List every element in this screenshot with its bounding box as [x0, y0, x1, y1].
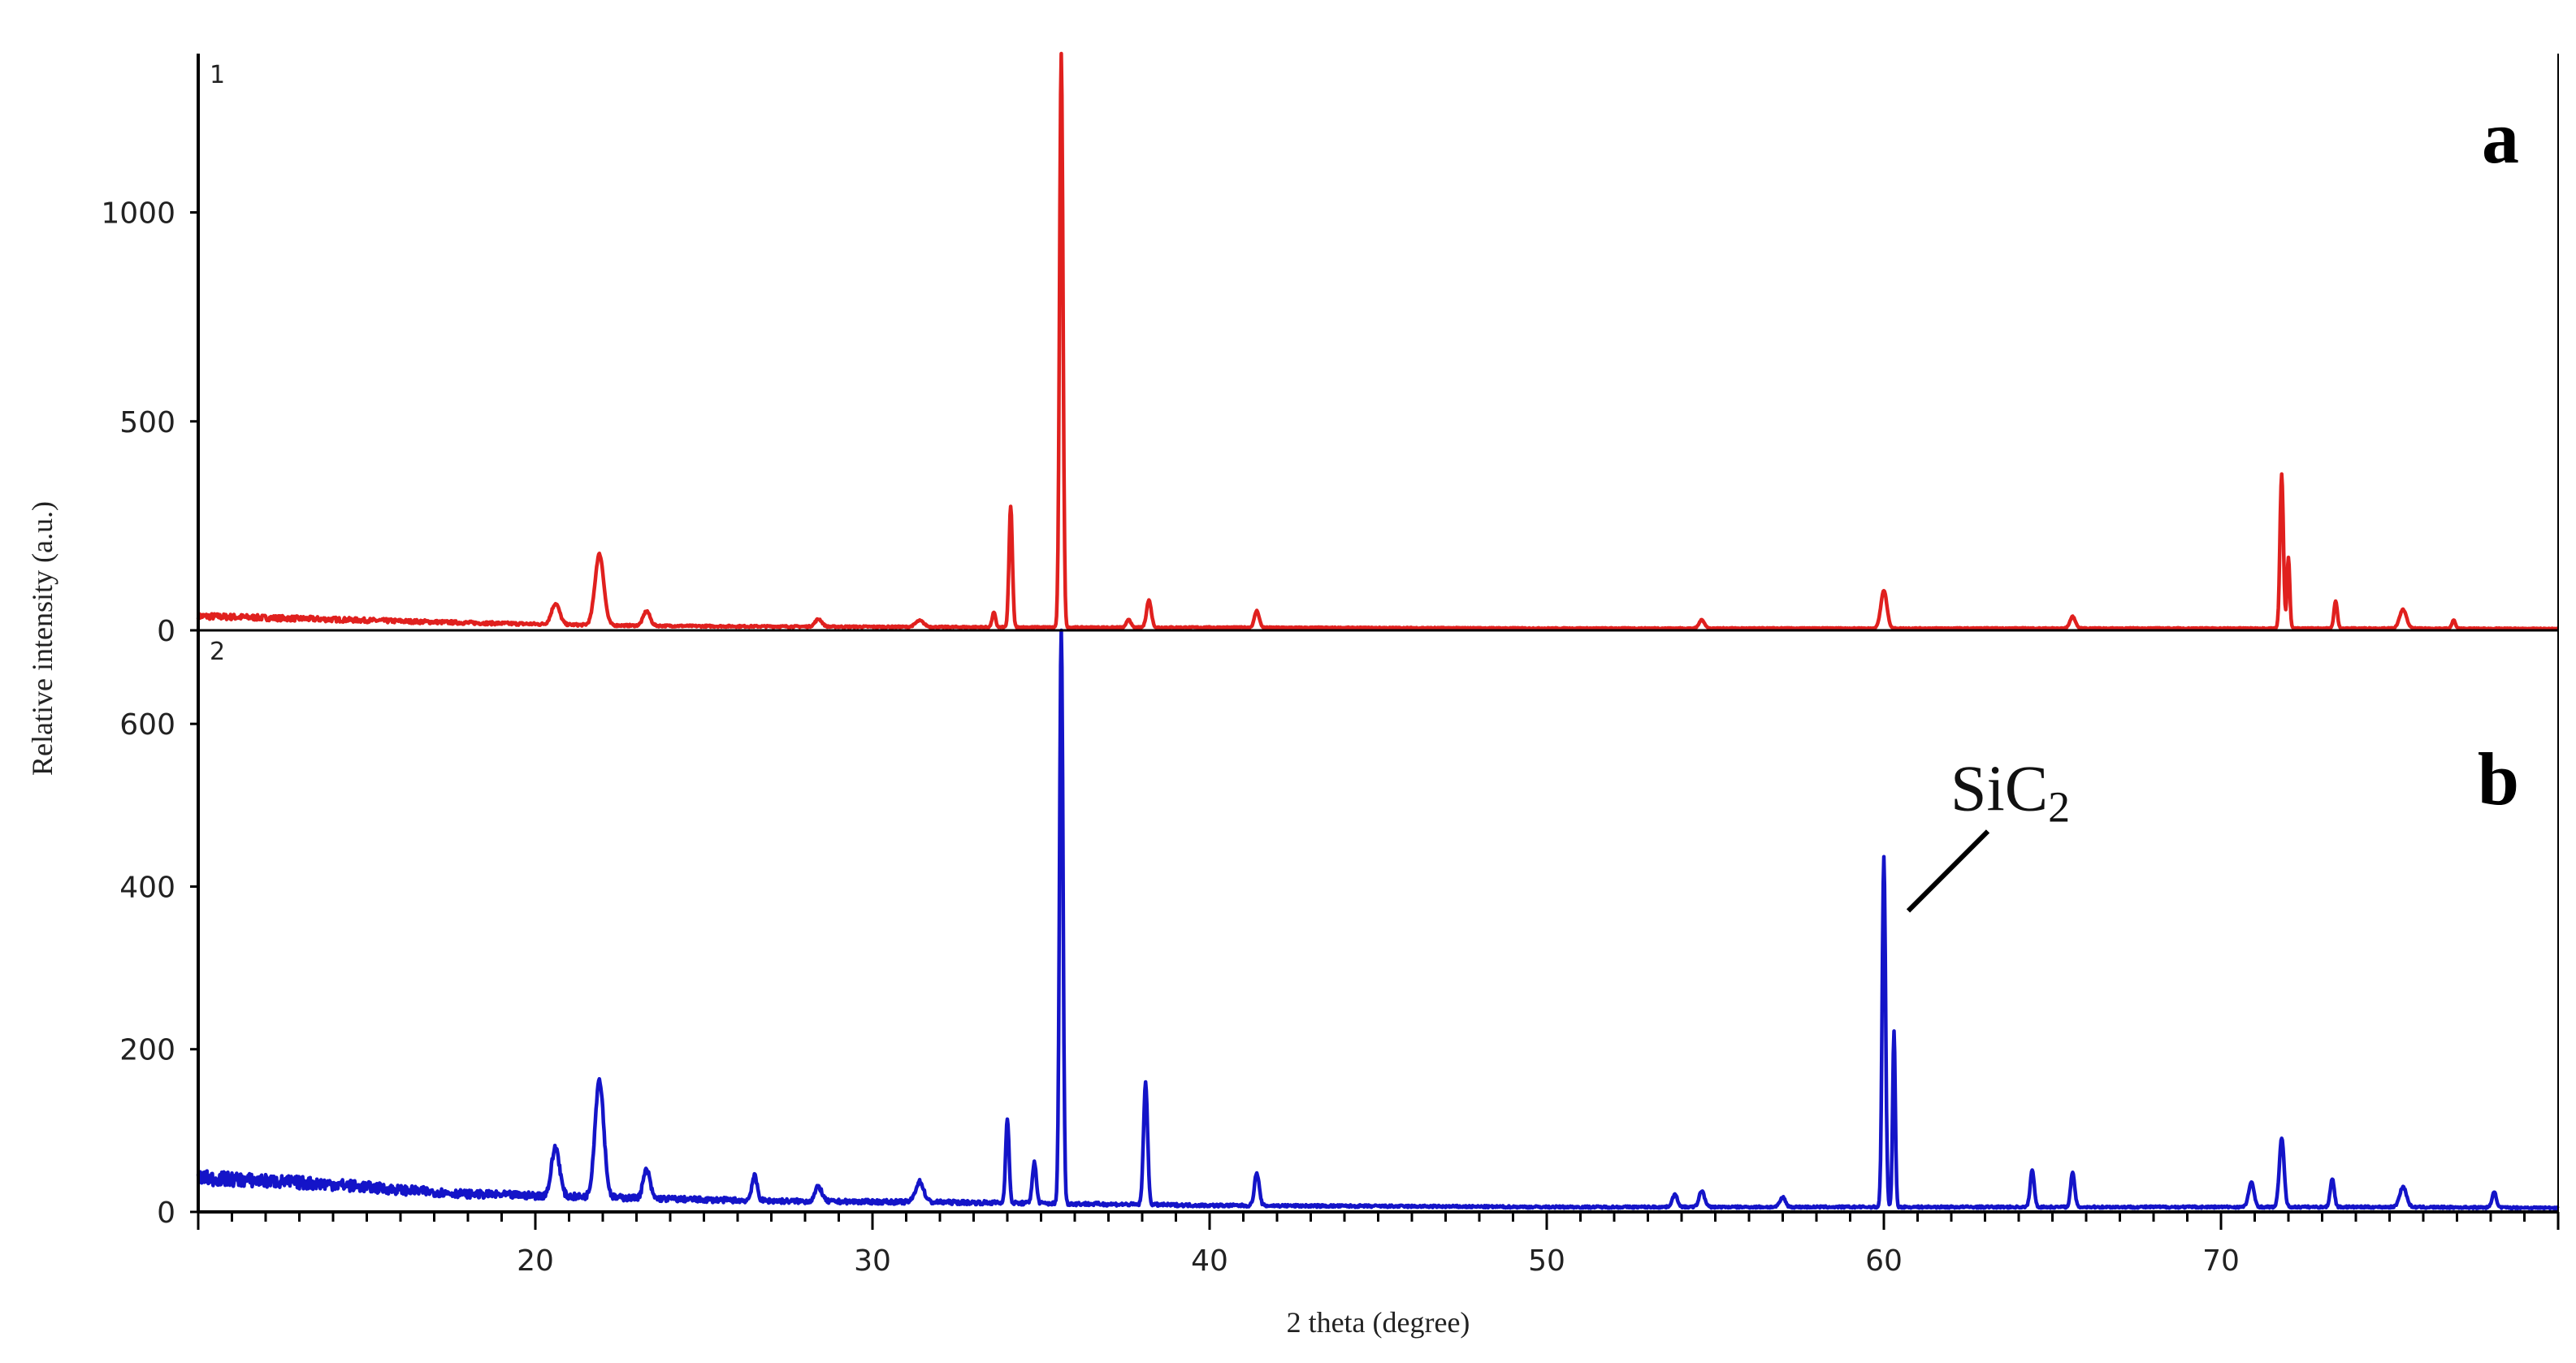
panel-b-number: 2 [210, 638, 225, 666]
panel-a-y-tick-label: 500 [119, 406, 175, 439]
panel-b-y-tick-label: 400 [119, 871, 175, 904]
panel-a-y-tick-label: 1000 [101, 197, 175, 231]
panel-a-xrd-line [196, 51, 2560, 631]
x-tick-label: 70 [2202, 1244, 2240, 1278]
sic2-annotation-leader [1906, 829, 1990, 913]
panel-b-y-tick-label: 600 [119, 708, 175, 742]
x-tick-label: 60 [1865, 1244, 1903, 1278]
x-tick-label: 50 [1528, 1244, 1565, 1278]
sic2-annotation-label: SiC2 [1950, 753, 2070, 831]
panel-b-y-tick-label: 0 [157, 1196, 175, 1230]
x-tick-label: 20 [517, 1244, 554, 1278]
x-axis-title: 2 theta (degree) [1287, 1306, 1470, 1339]
panel-a-number: 1 [210, 61, 225, 89]
panel-a-y-tick-label: 0 [157, 615, 175, 648]
x-tick-label: 30 [854, 1244, 891, 1278]
panel-b-trace-group [196, 628, 2560, 1211]
panel-b-y-tick-label: 200 [119, 1034, 175, 1067]
panel-b-letter: b [2478, 738, 2519, 820]
y-axis-title: Relative intensity (a.u.) [26, 501, 58, 776]
x-tick-label: 40 [1191, 1244, 1228, 1278]
sic2-annotation-base: SiC [1950, 753, 2048, 824]
sic2-annotation-subscript: 2 [2048, 782, 2070, 831]
panel-a-trace-group [196, 51, 2560, 631]
panel-b-xrd-line [196, 628, 2560, 1211]
panel-a-letter: a [2482, 96, 2519, 179]
